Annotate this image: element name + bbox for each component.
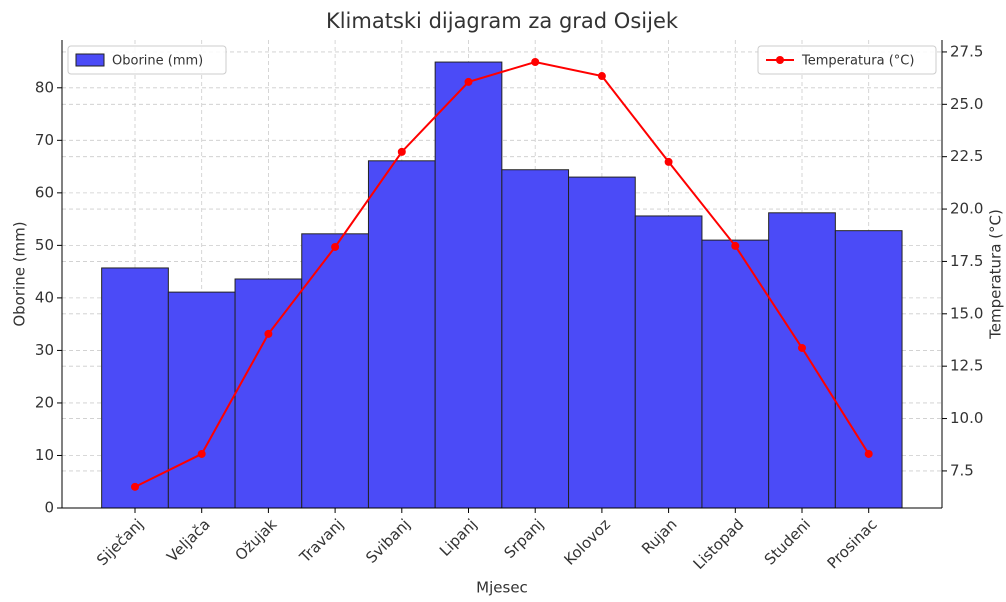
bar — [768, 212, 836, 509]
legend-label: Temperatura (°C) — [801, 54, 914, 69]
legend-box — [757, 45, 937, 75]
y2-tick-label: 25.0 — [950, 95, 983, 113]
bar — [568, 176, 636, 509]
y-tick-label: 40 — [35, 288, 54, 306]
bar — [167, 291, 236, 509]
y2-tick-label: 15.0 — [950, 304, 983, 322]
x-tick-label: Siječanj — [93, 515, 147, 569]
legend-label: Oborine (mm) — [112, 54, 203, 69]
y2-tick-label: 10.0 — [950, 409, 983, 427]
chart-title: Klimatski dijagram za grad Osijek — [326, 9, 679, 33]
y-tick-label: 60 — [35, 183, 54, 201]
x-tick-label: Srpanj — [500, 515, 547, 562]
point — [397, 147, 406, 156]
point — [264, 329, 273, 338]
point — [731, 241, 740, 250]
y-tick-label: 20 — [35, 393, 54, 411]
y2-axis-label: Temperatura (°C) — [987, 209, 1005, 340]
bar — [634, 215, 703, 509]
x-tick-label: Svibanj — [362, 515, 414, 567]
point — [597, 72, 606, 81]
legend-box — [67, 45, 227, 75]
x-tick-label: Studeni — [761, 515, 814, 568]
x-axis-label: Mjesec — [476, 579, 528, 597]
y2-tick-label: 22.5 — [950, 147, 983, 165]
x-tick-label: Veljača — [163, 515, 213, 565]
x-tick-label: Kolovoz — [560, 515, 614, 569]
x-tick-label: Ožujak — [231, 515, 280, 564]
point — [331, 242, 340, 251]
y-tick-label: 10 — [35, 446, 54, 464]
legend-swatch — [75, 53, 105, 67]
bar — [101, 267, 169, 509]
y2-tick-label: 27.5 — [950, 42, 983, 60]
x-tick-label: Travanj — [295, 515, 347, 567]
y2-tick-label: 20.0 — [950, 200, 983, 218]
bar — [367, 160, 436, 509]
y-axis-label: Oborine (mm) — [11, 221, 29, 326]
y-tick-label: 0 — [44, 499, 54, 517]
point — [798, 343, 806, 352]
point — [464, 77, 473, 86]
point — [864, 449, 873, 458]
x-tick-label: Rujan — [638, 515, 681, 558]
bar — [234, 278, 303, 509]
line — [134, 60, 870, 488]
x-tick-label: Lipanj — [436, 515, 480, 559]
legend: Temperatura (°C) — [757, 45, 937, 75]
bar — [434, 61, 503, 509]
x-tick-label: Prosinac — [824, 515, 881, 572]
bar — [701, 239, 770, 509]
point — [131, 482, 139, 491]
y-tick-label: 50 — [35, 236, 54, 254]
bar — [501, 169, 570, 509]
y-tick-label: 30 — [35, 341, 54, 359]
bar — [834, 230, 903, 509]
y-tick-label: 70 — [35, 131, 54, 149]
legend: Oborine (mm) — [67, 45, 227, 75]
y2-tick-label: 17.5 — [950, 252, 983, 270]
y2-tick-label: 7.5 — [950, 461, 974, 479]
point — [197, 449, 206, 458]
y-tick-label: 80 — [35, 78, 54, 96]
y2-tick-label: 12.5 — [950, 357, 983, 375]
bar — [301, 233, 369, 509]
point — [664, 157, 673, 166]
x-tick-label: Listopad — [690, 515, 748, 573]
legend-swatch — [776, 56, 784, 64]
point — [531, 57, 540, 66]
